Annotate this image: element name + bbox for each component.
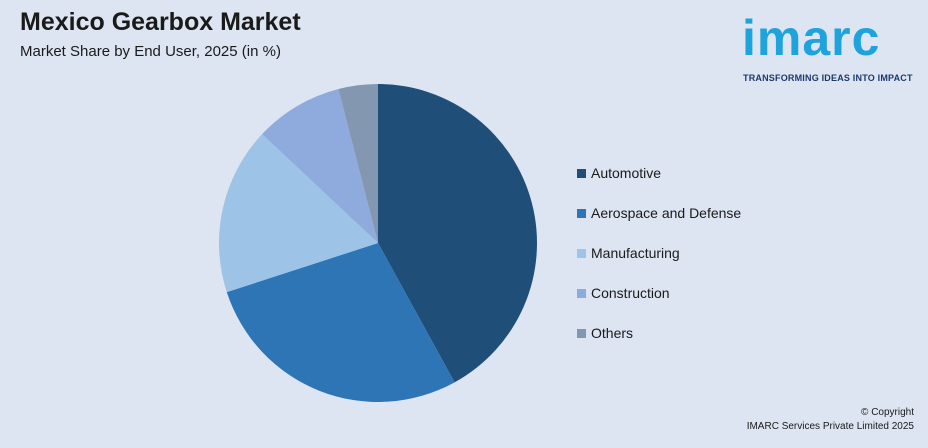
pie-slice-manufacturing [218, 134, 378, 293]
legend-item: Manufacturing [577, 243, 680, 263]
copyright-line: © Copyright [861, 407, 914, 418]
legend-label: Aerospace and Defense [591, 205, 742, 221]
legend-swatch [577, 288, 586, 298]
legend-label: Automotive [591, 165, 662, 181]
legend-label: Others [591, 325, 634, 341]
copyright-company: IMARC Services Private Limited 2025 [746, 421, 914, 432]
pie-chart [218, 84, 537, 402]
legend-item: Others [577, 323, 633, 343]
pie-slice-others [338, 84, 378, 243]
legend-item: Automotive [577, 163, 661, 183]
logo-tagline: TRANSFORMING IDEAS INTO IMPACT [743, 73, 913, 83]
chart-title: Mexico Gearbox Market [20, 8, 301, 36]
pie-slice-construction [262, 89, 378, 243]
imarc-logo: imarc TRANSFORMING IDEAS INTO IMPACT [740, 6, 922, 86]
logo-wordmark: imarc [742, 10, 881, 66]
legend-label: Construction [591, 285, 670, 301]
copyright-notice: © Copyright IMARC Services Private Limit… [747, 406, 914, 434]
legend-swatch [577, 168, 586, 178]
pie-slice-aerospace-and-defense [226, 243, 455, 402]
legend-swatch [577, 328, 586, 338]
legend-swatch [577, 208, 586, 218]
chart-subtitle: Market Share by End User, 2025 (in %) [20, 43, 281, 60]
legend-item: Construction [577, 283, 670, 303]
legend-label: Manufacturing [591, 245, 680, 261]
legend-item: Aerospace and Defense [577, 203, 741, 223]
legend-swatch [577, 248, 586, 258]
pie-slice-automotive [378, 84, 537, 383]
